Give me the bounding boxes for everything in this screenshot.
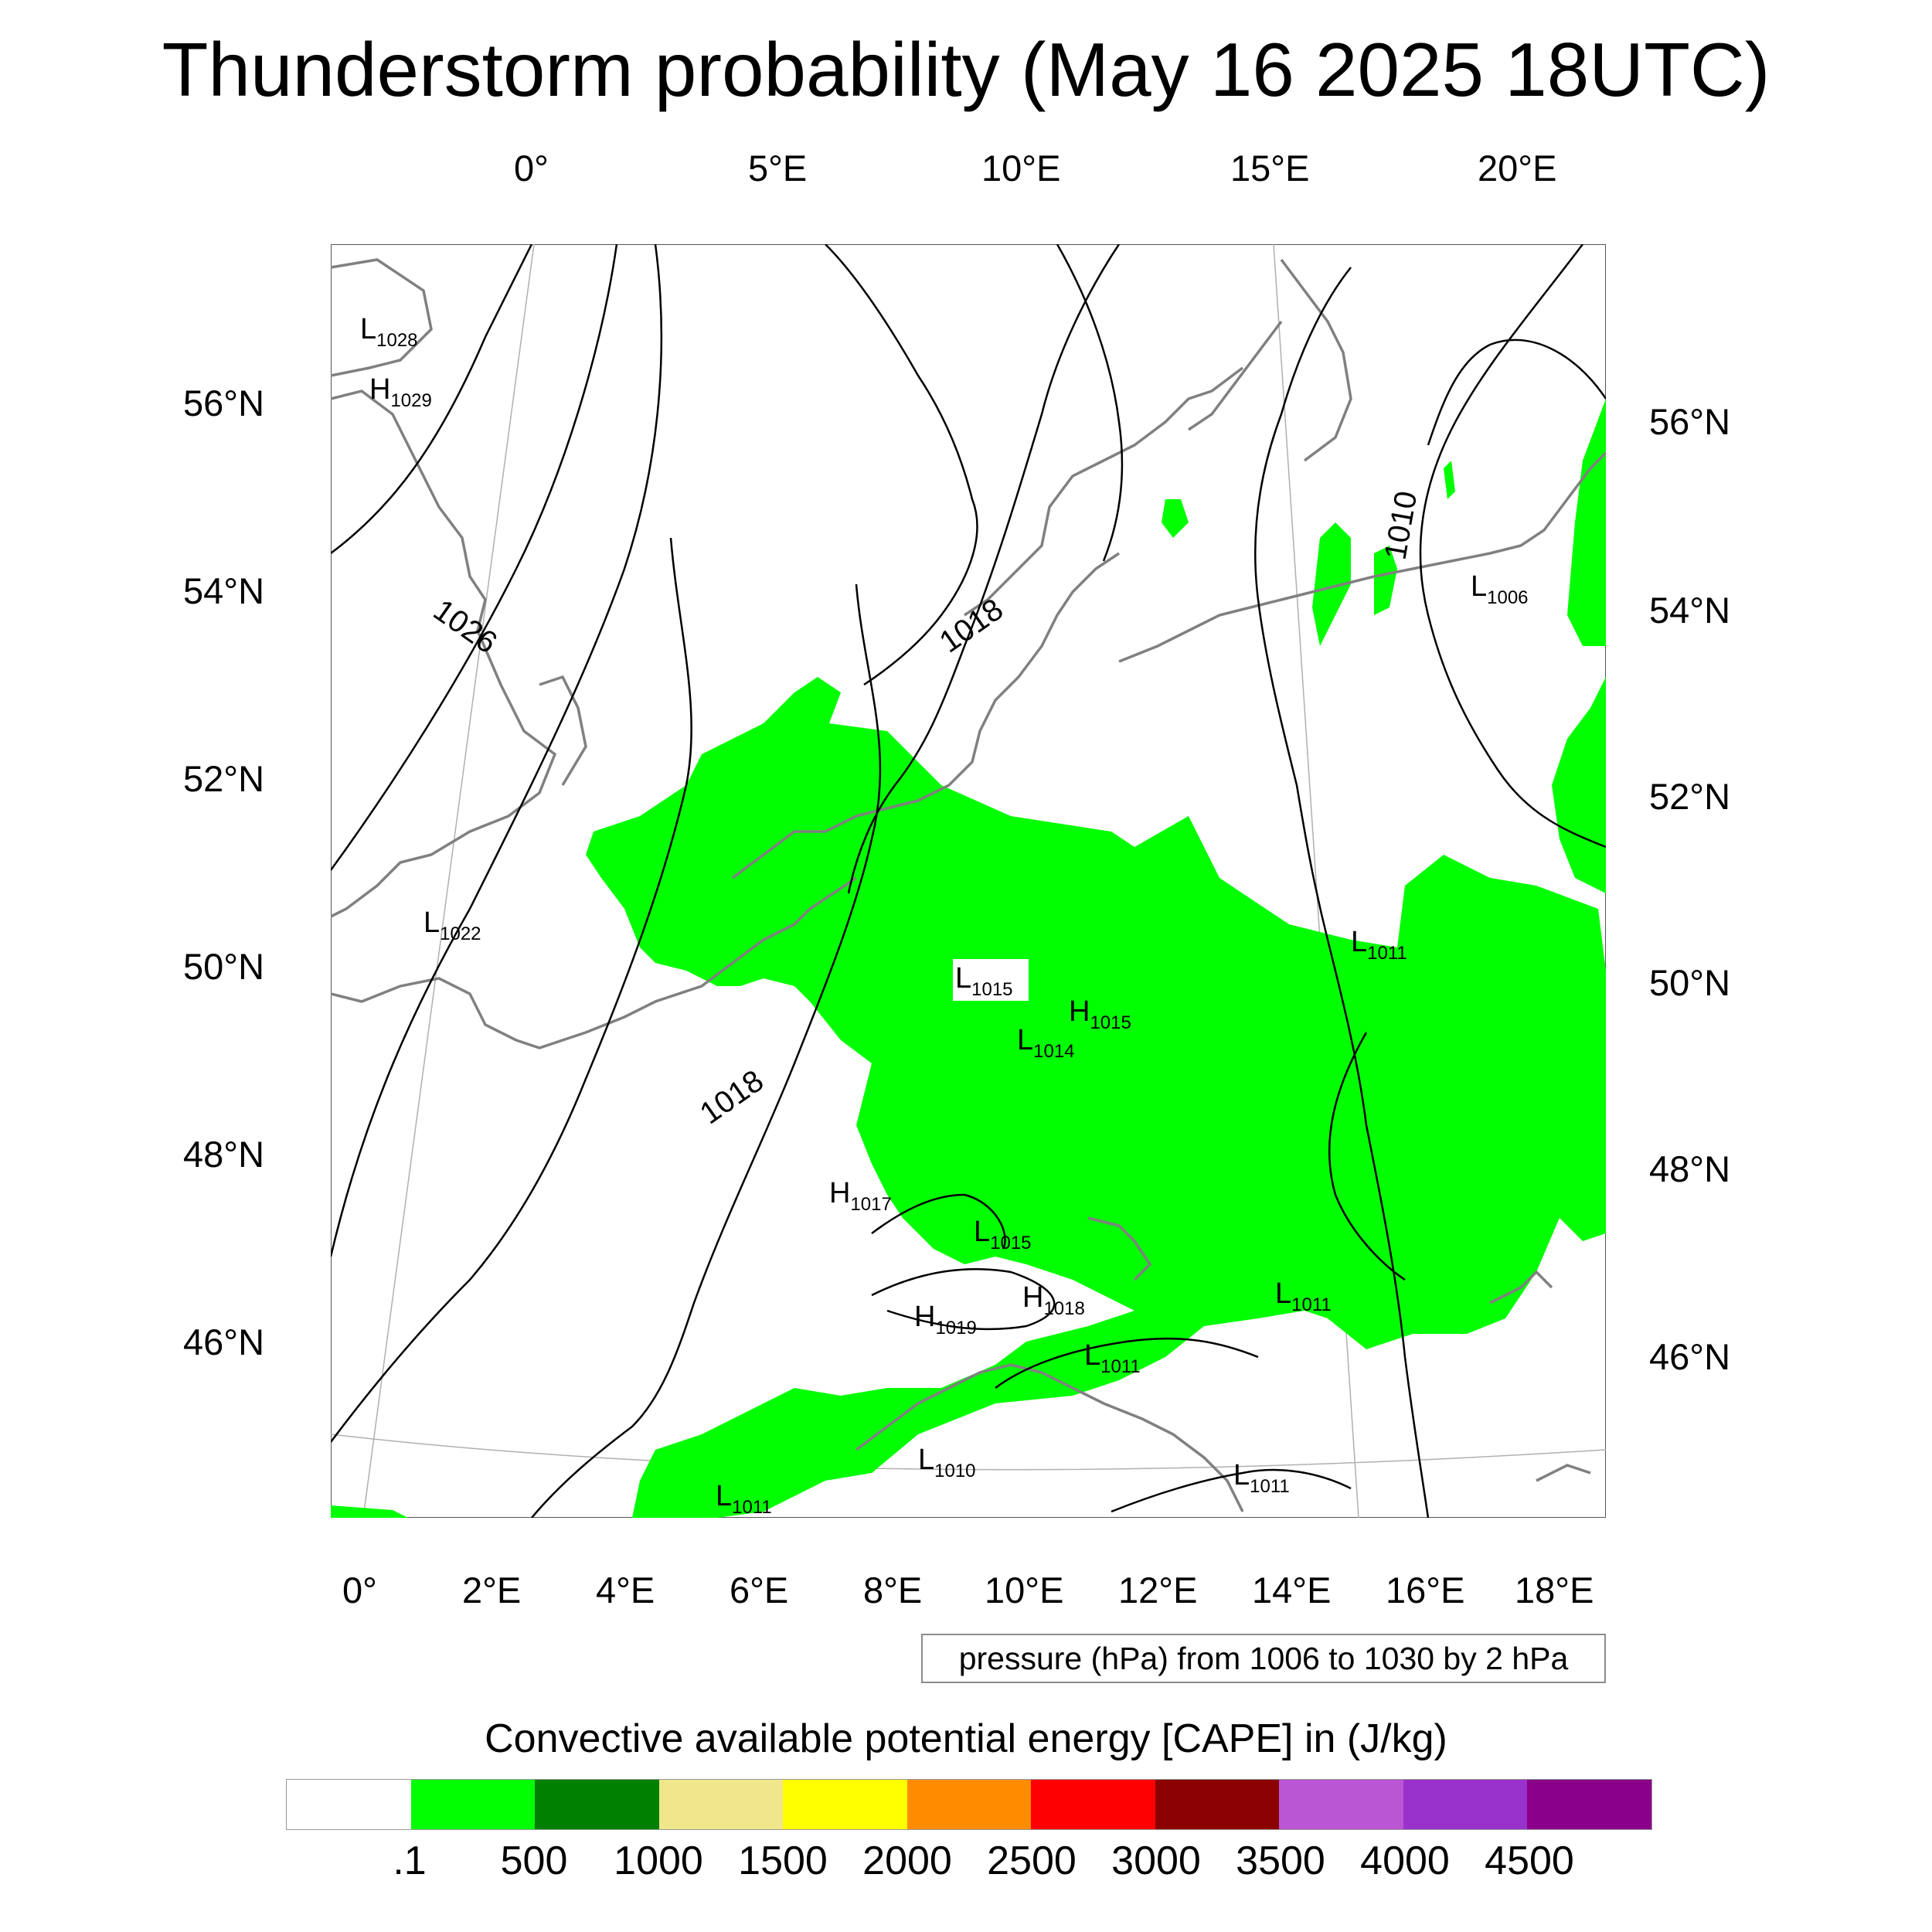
colorbar-label: 2000	[862, 1838, 952, 1883]
bottom-lon-label: 12°E	[1118, 1570, 1198, 1611]
left-lat-label: 46°N	[183, 1321, 265, 1362]
pressure-center: L1015	[955, 962, 1013, 1000]
left-lat-label: 48°N	[183, 1134, 265, 1175]
colorbar-box	[1279, 1780, 1403, 1829]
colorbar-box	[658, 1780, 784, 1829]
colorbar-box	[1031, 1780, 1155, 1829]
bottom-lon-label: 10°E	[985, 1570, 1064, 1611]
right-lat-label: 46°N	[1649, 1336, 1731, 1377]
coastlines	[331, 258, 1606, 1512]
colorbar-label: 500	[500, 1838, 568, 1883]
left-lat-label: 52°N	[183, 758, 265, 799]
colorbar-label: 3500	[1236, 1838, 1325, 1883]
colorbar-box	[287, 1780, 411, 1829]
colorbar-title: Convective available potential energy [C…	[485, 1716, 1447, 1761]
pressure-center: H1019	[914, 1301, 977, 1338]
colorbar-label: 1000	[614, 1838, 703, 1883]
bottom-lon-label: 18°E	[1515, 1570, 1594, 1611]
colorbar-label: 3000	[1111, 1838, 1201, 1883]
colorbar-box	[1155, 1780, 1280, 1829]
pressure-center: L1022	[423, 906, 481, 944]
colorbar-box	[783, 1780, 907, 1829]
pressure-center: H1018	[1022, 1281, 1085, 1319]
colorbar-box	[1527, 1780, 1652, 1829]
bottom-lon-label: 8°E	[863, 1570, 923, 1611]
chart-title: Thunderstorm probability (May 16 2025 18…	[162, 27, 1770, 112]
pressure-center: L1028	[360, 313, 418, 351]
right-lat-label: 50°N	[1649, 962, 1731, 1003]
isobars	[331, 244, 1606, 1518]
right-lat-label: 56°N	[1649, 401, 1731, 442]
colorbar	[286, 1779, 1652, 1830]
pressure-center: H1015	[1069, 995, 1131, 1033]
left-lat-label: 54°N	[183, 570, 265, 611]
right-lat-label: 54°N	[1649, 590, 1731, 631]
colorbar-box	[410, 1780, 536, 1829]
right-lat-label: 52°N	[1649, 776, 1731, 817]
bottom-lon-label: 16°E	[1386, 1570, 1465, 1611]
left-lat-label: 56°N	[183, 383, 265, 423]
pressure-center: L1015	[974, 1216, 1032, 1253]
colorbar-label: 4500	[1485, 1838, 1574, 1883]
pressure-note: pressure (hPa) from 1006 to 1030 by 2 hP…	[921, 1634, 1606, 1683]
pressure-center: L1010	[918, 1444, 976, 1481]
top-lon-label: 0°	[514, 148, 549, 189]
colorbar-label: 2500	[987, 1838, 1077, 1883]
top-lon-label: 15°E	[1230, 148, 1310, 189]
bottom-lon-label: 6°E	[730, 1570, 789, 1611]
map-canvas: 1026 1018 1018 1010 L1028 H1029 L1022 L1…	[331, 244, 1606, 1518]
pressure-center: H1029	[369, 373, 432, 411]
colorbar-label: .1	[393, 1838, 427, 1883]
colorbar-label: 1500	[738, 1838, 828, 1883]
bottom-lon-label: 4°E	[596, 1570, 655, 1611]
pressure-center: H1017	[829, 1177, 892, 1215]
pressure-center: L1011	[716, 1480, 772, 1518]
map-panel: 1026 1018 1018 1010 L1028 H1029 L1022 L1…	[331, 244, 1606, 1518]
pressure-center: L1011	[1084, 1339, 1141, 1377]
pressure-center: L1006	[1471, 570, 1529, 608]
left-lat-label: 50°N	[183, 946, 265, 987]
colorbar-label: 4000	[1360, 1838, 1450, 1883]
pressure-center: L1014	[1017, 1024, 1075, 1062]
colorbar-box	[1403, 1780, 1528, 1829]
bottom-lon-label: 14°E	[1252, 1570, 1332, 1611]
pressure-center: L1011	[1275, 1277, 1332, 1315]
colorbar-box	[906, 1780, 1032, 1829]
colorbar-box	[535, 1780, 659, 1829]
bottom-lon-label: 2°E	[462, 1570, 522, 1611]
pressure-center: L1011	[1351, 926, 1407, 964]
top-lon-label: 10°E	[981, 148, 1061, 189]
pressure-center: L1011	[1233, 1459, 1290, 1497]
top-lon-label: 5°E	[748, 148, 808, 189]
top-lon-label: 20°E	[1478, 148, 1557, 189]
right-lat-label: 48°N	[1649, 1148, 1731, 1189]
bottom-lon-label: 0°	[342, 1570, 377, 1611]
